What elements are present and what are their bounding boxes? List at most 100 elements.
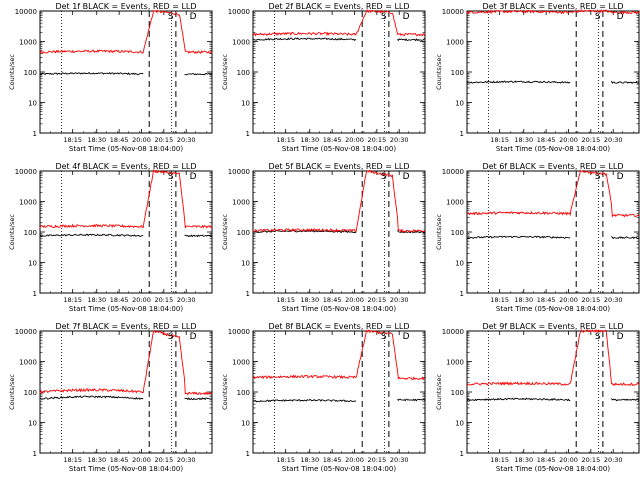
plot-frame	[252, 330, 426, 454]
x-tick-label: 20:30	[604, 136, 623, 144]
interval-marker-d: D	[403, 12, 410, 22]
y-axis-label: Counts/sec	[221, 54, 229, 90]
events-series-line	[39, 233, 144, 238]
x-tick-label: 18:15	[490, 136, 509, 144]
x-tick-label: 18:15	[276, 456, 295, 464]
x-tick-label: 18:30	[300, 296, 319, 304]
y-tick-label: 100	[451, 69, 464, 77]
y-axis-label: Counts/sec	[435, 54, 443, 90]
interval-marker-s: S	[595, 172, 601, 182]
y-tick-label: 10	[455, 100, 464, 108]
y-tick-label: 10000	[15, 8, 37, 16]
x-tick-label: 18:30	[87, 136, 106, 144]
x-tick-label: 20:00	[559, 296, 578, 304]
x-tick-label: 18:45	[537, 296, 556, 304]
events-series-line	[397, 38, 426, 42]
x-tick-label: 20:30	[390, 296, 409, 304]
interval-marker-s: S	[168, 172, 174, 182]
x-tick-label: 20:30	[604, 456, 623, 464]
y-axis-label: Counts/sec	[8, 54, 16, 90]
interval-marker-d: D	[403, 172, 410, 182]
lld-series-line	[252, 9, 426, 37]
y-tick-label: 1	[460, 450, 464, 458]
x-tick-label: 20:15	[367, 296, 386, 304]
x-tick-label: 18:45	[110, 456, 129, 464]
panel-title: Det 6f BLACK = Events, RED = LLD	[482, 162, 623, 171]
x-tick-label: 18:45	[323, 456, 342, 464]
events-series-line	[397, 398, 426, 402]
x-tick-label: 20:30	[390, 456, 409, 464]
x-tick-label: 20:15	[581, 296, 600, 304]
y-tick-label: 10	[28, 420, 37, 428]
x-tick-label: 20:15	[367, 456, 386, 464]
interval-marker-d: D	[617, 12, 624, 22]
plot-frame	[466, 10, 640, 134]
y-tick-label: 10	[241, 260, 250, 268]
x-axis-label: Start Time (05-Nov-08 18:04:00)	[69, 465, 183, 473]
x-axis-label: Start Time (05-Nov-08 18:04:00)	[282, 145, 396, 153]
panel-title: Det 5f BLACK = Events, RED = LLD	[268, 162, 409, 171]
interval-marker-s: S	[381, 12, 387, 22]
x-tick-label: 18:30	[514, 456, 533, 464]
panel-title: Det 8f BLACK = Events, RED = LLD	[268, 322, 409, 331]
lld-series-line	[39, 169, 213, 229]
y-axis-label: Counts/sec	[435, 374, 443, 410]
y-tick-label: 10	[241, 100, 250, 108]
events-series-line	[184, 234, 213, 238]
interval-marker-d: D	[617, 332, 624, 342]
y-tick-label: 10	[455, 420, 464, 428]
x-tick-label: 18:45	[323, 136, 342, 144]
x-axis-label: Start Time (05-Nov-08 18:04:00)	[496, 465, 610, 473]
y-tick-label: 10	[455, 260, 464, 268]
x-tick-label: 20:00	[345, 296, 364, 304]
y-tick-label: 1000	[19, 359, 37, 367]
interval-marker-d: D	[190, 172, 197, 182]
x-tick-label: 20:00	[132, 136, 151, 144]
y-tick-label: 1000	[446, 39, 464, 47]
y-tick-label: 1000	[19, 199, 37, 207]
x-tick-label: 18:30	[514, 296, 533, 304]
y-tick-label: 1000	[232, 199, 250, 207]
events-series-line	[611, 235, 640, 240]
x-axis-label: Start Time (05-Nov-08 18:04:00)	[496, 305, 610, 313]
plot-frame	[39, 170, 213, 294]
y-axis-label: Counts/sec	[221, 374, 229, 410]
detector-panel-4: Det 4f BLACK = Events, RED = LLD 1 10 100 10…	[8, 162, 213, 313]
y-tick-label: 100	[24, 69, 37, 77]
events-series-line	[466, 397, 571, 402]
interval-marker-s: S	[381, 172, 387, 182]
x-tick-label: 20:00	[345, 456, 364, 464]
panel-title: Det 7f BLACK = Events, RED = LLD	[55, 322, 196, 331]
lld-series-line	[466, 169, 640, 218]
y-tick-label: 10000	[228, 168, 250, 176]
y-tick-label: 1	[246, 130, 250, 138]
x-tick-label: 20:15	[154, 296, 173, 304]
x-tick-label: 20:00	[132, 296, 151, 304]
x-tick-label: 18:30	[300, 456, 319, 464]
events-series-line	[466, 80, 571, 84]
y-tick-label: 100	[24, 389, 37, 397]
x-tick-label: 20:00	[132, 456, 151, 464]
x-axis-label: Start Time (05-Nov-08 18:04:00)	[496, 145, 610, 153]
panel-title: Det 9f BLACK = Events, RED = LLD	[482, 322, 623, 331]
y-tick-label: 100	[237, 389, 250, 397]
y-tick-label: 1	[246, 450, 250, 458]
x-tick-label: 20:30	[177, 456, 196, 464]
y-tick-label: 100	[24, 229, 37, 237]
lld-series-line	[252, 169, 426, 234]
detector-panel-1: Det 1f BLACK = Events, RED = LLD 1 10 100 10…	[8, 2, 213, 153]
events-series-line	[466, 235, 571, 240]
y-tick-label: 10000	[15, 328, 37, 336]
x-tick-label: 18:45	[537, 456, 556, 464]
interval-marker-d: D	[617, 172, 624, 182]
x-axis-label: Start Time (05-Nov-08 18:04:00)	[282, 305, 396, 313]
x-tick-label: 18:15	[63, 136, 82, 144]
y-tick-label: 1000	[19, 39, 37, 47]
events-series-line	[611, 398, 640, 402]
detector-panel-7: Det 7f BLACK = Events, RED = LLD 1 10 100 10…	[8, 322, 213, 473]
events-series-line	[39, 71, 144, 76]
x-tick-label: 18:45	[110, 296, 129, 304]
y-tick-label: 1	[246, 290, 250, 298]
events-series-line	[253, 399, 357, 403]
